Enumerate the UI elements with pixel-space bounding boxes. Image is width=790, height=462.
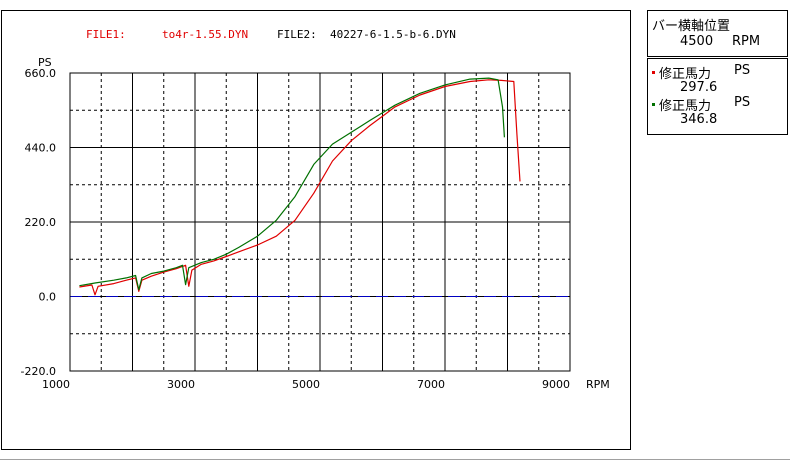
x-tick-label: 3000 [167, 378, 195, 391]
readout-1-label: 修正馬力 [659, 67, 712, 82]
file2-name: 40227-6-1.5-b-6.DYN [330, 28, 456, 41]
readout-2-unit: PS [734, 95, 751, 110]
cursor-position-title: バー横軸位置 [652, 19, 731, 34]
y-tick-label: 0.0 [39, 291, 57, 304]
cursor-position-unit: RPM [732, 34, 761, 49]
series-line-2 [79, 77, 505, 291]
series-group [79, 77, 521, 296]
x-tick-label: 7000 [417, 378, 445, 391]
x-tick-label: 1000 [42, 378, 70, 391]
y-tick-label: 440.0 [25, 142, 57, 155]
x-tick-label: 9000 [542, 378, 570, 391]
file2-label: FILE2: [277, 28, 317, 41]
cursor-position-value: 4500 [680, 34, 714, 49]
y-tick-label: -220.0 [21, 365, 56, 378]
cursor-position-box: バー横軸位置 4500 RPM [647, 10, 788, 57]
file1-label: FILE1: [86, 28, 126, 41]
readout-box: 修正馬力 PS 297.6 修正馬力 PS 346.8 [647, 58, 788, 135]
readout-1-value: 297.6 [680, 80, 718, 95]
chart-panel: 660.0 440.0 220.0 0.0 -220.0 1000 3000 5000 7000… [1, 10, 631, 450]
y-tick-label: 220.0 [25, 216, 57, 229]
y-tick-label: 660.0 [25, 67, 57, 80]
y-axis-unit-label: PS [38, 56, 52, 69]
file1-marker-icon [652, 71, 655, 74]
x-tick-label: 5000 [292, 378, 320, 391]
status-divider [0, 459, 790, 460]
grid [70, 73, 570, 371]
readout-2-value: 346.8 [680, 112, 718, 127]
file1-name: to4r-1.55.DYN [162, 28, 248, 41]
series-line-1 [79, 79, 521, 296]
readout-2-label: 修正馬力 [659, 99, 712, 114]
x-axis-unit-label: RPM [586, 378, 610, 391]
readout-1-unit: PS [734, 63, 751, 78]
plot-frame [69, 72, 571, 372]
file2-marker-icon [652, 103, 655, 106]
